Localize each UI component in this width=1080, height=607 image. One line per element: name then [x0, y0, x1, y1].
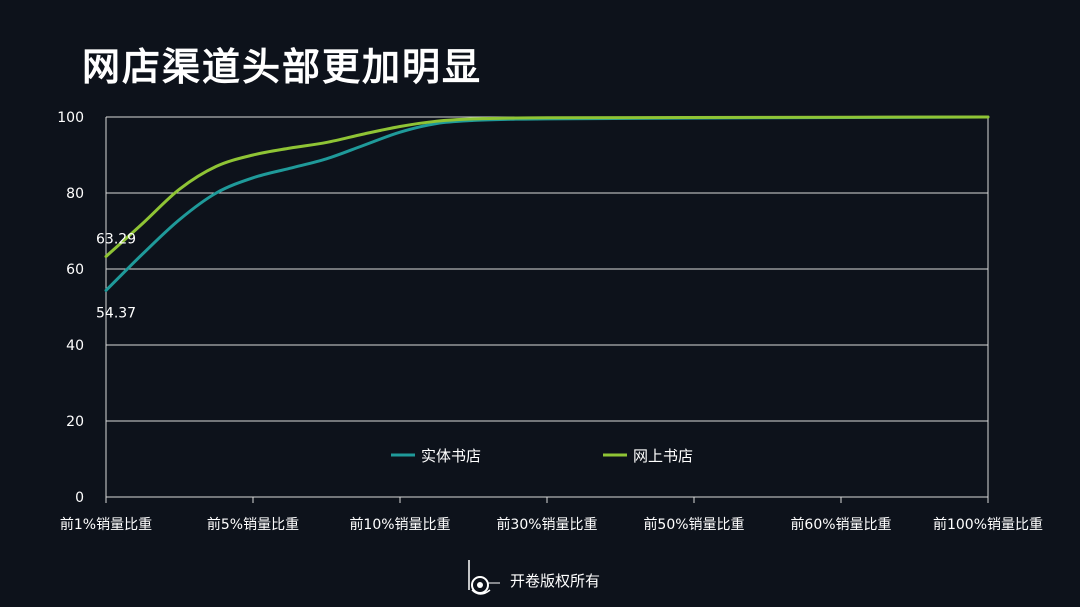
x-tick-label: 前10%销量比重: [349, 516, 450, 533]
y-tick-label: 20: [66, 414, 84, 430]
footer: 开卷版权所有: [466, 560, 600, 600]
x-tick-label: 前30%销量比重: [496, 516, 597, 533]
data-labels: 54.37 63.29: [96, 231, 136, 321]
data-label: 63.29: [96, 231, 136, 247]
x-tick-label: 前60%销量比重: [790, 516, 891, 533]
series-lines: [104, 115, 990, 292]
x-tick-label: 前1%销量比重: [60, 516, 152, 533]
x-tick-label: 前100%销量比重: [933, 516, 1043, 533]
footer-copyright: 开卷版权所有: [510, 571, 601, 590]
kaijuan-logo-icon: [468, 560, 500, 595]
y-tick-label: 100: [57, 110, 84, 126]
y-tick-label: 40: [66, 338, 84, 354]
series-line-physical: [104, 115, 990, 292]
y-tick-label: 60: [66, 262, 84, 278]
y-tick-label: 80: [66, 186, 84, 202]
legend-label: 实体书店: [421, 447, 481, 465]
grid-lines: [106, 116, 989, 498]
x-tick-label: 前5%销量比重: [207, 516, 299, 533]
axes: 0 20 40 60 80 100 前1%销量比重 前5%销量比重 前10%销量比重 前30%销量…: [57, 110, 1043, 533]
page-title: 网店渠道头部更加明显: [82, 45, 483, 89]
legend: 实体书店 网上书店: [391, 447, 693, 465]
y-tick-label: 0: [75, 490, 84, 506]
data-label: 54.37: [96, 305, 136, 321]
legend-label: 网上书店: [633, 447, 693, 465]
x-tick-label: 前50%销量比重: [643, 516, 744, 533]
series-line-online: [104, 115, 990, 258]
